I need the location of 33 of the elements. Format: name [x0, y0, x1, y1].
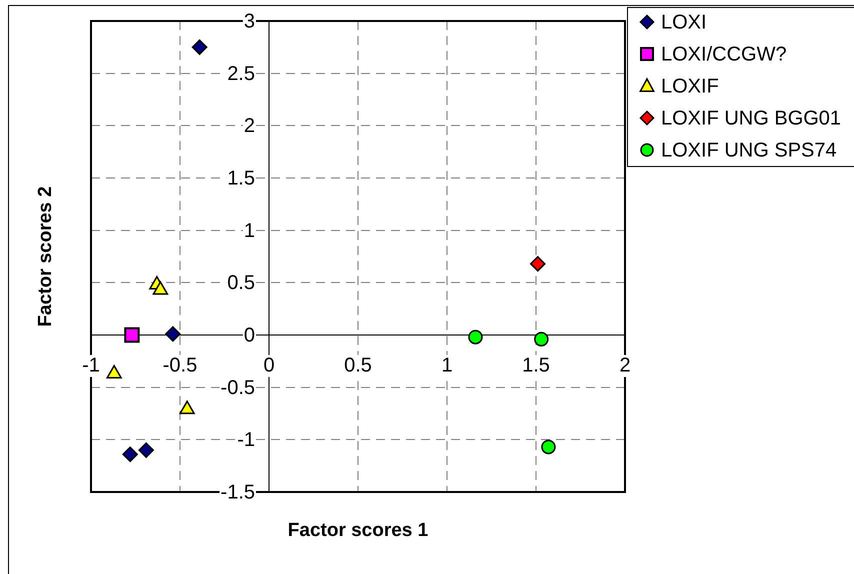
y-tick-label: -0.5: [220, 376, 255, 399]
point: [541, 440, 556, 454]
point: [530, 256, 546, 272]
x-tick-label: -1: [82, 354, 100, 377]
x-axis-title: Factor scores 1: [288, 520, 429, 542]
y-tick-label: -1: [237, 429, 255, 452]
y-tick-label: 2: [244, 115, 255, 138]
y-tick-label: -1.5: [220, 482, 255, 504]
y-tick-label: 3: [244, 10, 255, 33]
point: [192, 39, 208, 55]
y-tick-label: 2.5: [227, 62, 255, 85]
point: [138, 442, 154, 458]
x-tick-label: 1: [441, 354, 453, 377]
x-tick-label: 0: [263, 354, 275, 377]
y-tick-label: 0.5: [227, 272, 255, 294]
legend-label: LOXI: [661, 12, 707, 34]
point: [468, 330, 483, 344]
legend-label: LOXIF UNG SPS74: [661, 140, 837, 162]
point: [122, 446, 138, 462]
y-axis-title: Factor scores 2: [35, 186, 56, 327]
point: [534, 332, 549, 346]
y-tick-label: 0: [244, 324, 255, 347]
x-tick-label: -0.5: [162, 354, 198, 377]
x-tick-label: 2: [619, 354, 631, 377]
legend-label: LOXIF: [661, 76, 719, 98]
point: [124, 327, 140, 343]
x-tick-label: 0.5: [344, 354, 372, 377]
legend-label: LOXI/CCGW?: [661, 44, 787, 66]
point: [165, 326, 181, 342]
y-tick-label: 1.5: [227, 168, 255, 190]
x-tick-label: 1.5: [522, 354, 550, 377]
y-tick-label: 1: [244, 220, 255, 242]
legend-label: LOXIF UNG BGG01: [661, 108, 842, 130]
